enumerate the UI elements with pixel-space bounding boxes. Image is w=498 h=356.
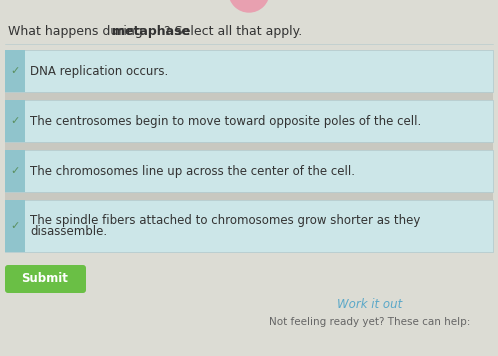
Text: DNA replication occurs.: DNA replication occurs. <box>30 64 168 78</box>
Text: ✓: ✓ <box>10 66 20 76</box>
Text: The chromosomes line up across the center of the cell.: The chromosomes line up across the cente… <box>30 164 355 178</box>
FancyBboxPatch shape <box>5 265 86 293</box>
Text: ✓: ✓ <box>10 116 20 126</box>
FancyBboxPatch shape <box>5 142 493 150</box>
Text: Submit: Submit <box>21 272 68 286</box>
FancyBboxPatch shape <box>5 192 493 200</box>
Circle shape <box>229 0 269 12</box>
Text: metaphase: metaphase <box>112 26 190 38</box>
Text: ✓: ✓ <box>10 221 20 231</box>
Text: ✓: ✓ <box>10 166 20 176</box>
Text: Not feeling ready yet? These can help:: Not feeling ready yet? These can help: <box>269 317 471 327</box>
FancyBboxPatch shape <box>5 150 493 192</box>
Text: The centrosomes begin to move toward opposite poles of the cell.: The centrosomes begin to move toward opp… <box>30 115 421 127</box>
FancyBboxPatch shape <box>5 100 493 142</box>
Text: The spindle fibers attached to chromosomes grow shorter as they: The spindle fibers attached to chromosom… <box>30 214 420 227</box>
FancyBboxPatch shape <box>5 100 25 142</box>
FancyBboxPatch shape <box>5 200 25 252</box>
FancyBboxPatch shape <box>5 50 493 92</box>
FancyBboxPatch shape <box>5 92 493 100</box>
Text: What happens during: What happens during <box>8 26 147 38</box>
FancyBboxPatch shape <box>5 200 493 252</box>
FancyBboxPatch shape <box>5 50 25 92</box>
Text: Work it out: Work it out <box>337 298 402 312</box>
Text: disassemble.: disassemble. <box>30 225 107 238</box>
Text: ? Select all that apply.: ? Select all that apply. <box>164 26 302 38</box>
FancyBboxPatch shape <box>5 150 25 192</box>
